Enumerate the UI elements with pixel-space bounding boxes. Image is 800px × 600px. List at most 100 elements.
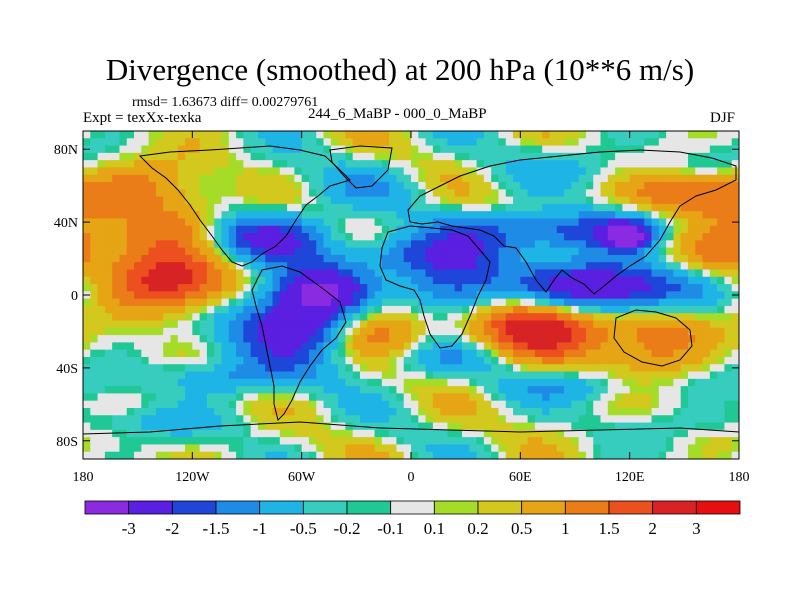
heatmap-cell [301, 145, 310, 154]
heatmap-cell [600, 203, 609, 212]
heatmap-cell [177, 356, 186, 365]
heatmap-cell [316, 305, 325, 314]
heatmap-cell [134, 305, 142, 314]
heatmap-cell [724, 313, 733, 322]
heatmap-cell [418, 254, 427, 263]
heatmap-cell [469, 145, 478, 154]
heatmap-cell [651, 356, 660, 365]
heatmap-cell [236, 196, 244, 205]
heatmap-cell [578, 276, 587, 285]
heatmap-cell [658, 240, 667, 249]
heatmap-cell [338, 313, 346, 322]
heatmap-cell [498, 167, 507, 176]
heatmap-cell [549, 131, 558, 139]
heatmap-cell [695, 335, 704, 343]
heatmap-cell [126, 196, 135, 205]
heatmap-cell [90, 407, 99, 416]
heatmap-cell [90, 233, 99, 241]
heatmap-cell [425, 298, 434, 307]
heatmap-cell [381, 415, 390, 424]
heatmap-cell [717, 182, 726, 190]
heatmap-cell [498, 247, 507, 256]
heatmap-cell [214, 371, 223, 380]
heatmap-cell [593, 269, 602, 278]
heatmap-cell [600, 393, 609, 402]
heatmap-cell [483, 138, 492, 147]
heatmap-cell [556, 349, 565, 358]
heatmap-cell [447, 298, 456, 307]
heatmap-cell [250, 335, 259, 343]
heatmap-cell [199, 393, 208, 402]
heatmap-cell [564, 269, 572, 278]
heatmap-cell [323, 415, 332, 424]
heatmap-cell [607, 400, 616, 409]
heatmap-cell [462, 400, 470, 409]
heatmap-cell [505, 415, 514, 424]
heatmap-cell [257, 182, 266, 190]
heatmap-cell [717, 233, 726, 241]
heatmap-cell [556, 444, 565, 453]
heatmap-cell [294, 386, 303, 394]
heatmap-cell [345, 160, 354, 169]
heatmap-cell [644, 145, 653, 154]
heatmap-cell [97, 422, 106, 431]
heatmap-cell [636, 247, 645, 256]
heatmap-cell [564, 437, 572, 446]
heatmap-cell [308, 203, 317, 212]
heatmap-cell [287, 415, 295, 424]
heatmap-cell [520, 422, 529, 431]
heatmap-cell [527, 364, 536, 373]
heatmap-cell [330, 262, 339, 271]
heatmap-cell [214, 218, 223, 227]
heatmap-cell [126, 284, 135, 292]
heatmap-cell [206, 342, 215, 351]
heatmap-cell [236, 378, 244, 387]
heatmap-cell [636, 422, 645, 431]
heatmap-cell [185, 284, 193, 292]
heatmap-cell [447, 415, 456, 424]
heatmap-cell [491, 152, 500, 161]
heatmap-cell [622, 203, 631, 212]
heatmap-cell [527, 269, 536, 278]
heatmap-cell [301, 327, 310, 336]
heatmap-cell [199, 182, 208, 190]
heatmap-cell [112, 247, 121, 256]
heatmap-cell [359, 196, 368, 205]
heatmap-cell [243, 371, 252, 380]
heatmap-cell [192, 131, 201, 139]
heatmap-cell [243, 174, 252, 183]
heatmap-cell [250, 342, 259, 351]
heatmap-cell [396, 291, 405, 300]
heatmap-cell [695, 247, 704, 256]
x-tick-label: 120W [175, 470, 210, 485]
heatmap-cell [724, 415, 733, 424]
heatmap-cell [615, 327, 623, 336]
heatmap-cell [148, 262, 157, 271]
heatmap-cell [257, 269, 266, 278]
heatmap-cell [432, 298, 441, 307]
heatmap-cell [396, 182, 405, 190]
heatmap-cell [265, 386, 274, 394]
heatmap-cell [396, 167, 405, 176]
heatmap-cell [192, 327, 201, 336]
heatmap-cell [221, 152, 230, 161]
heatmap-cell [462, 305, 470, 314]
heatmap-cell [381, 313, 390, 322]
heatmap-cell [403, 356, 412, 365]
heatmap-cell [323, 422, 332, 431]
heatmap-cell [454, 437, 463, 446]
heatmap-cell [148, 356, 157, 365]
heatmap-cell [396, 160, 405, 169]
heatmap-cell [411, 444, 419, 453]
heatmap-cell [83, 386, 91, 394]
heatmap-cell [374, 131, 383, 139]
season-label: DJF [710, 110, 736, 126]
heatmap-cell [476, 138, 485, 147]
heatmap-cell [250, 138, 259, 147]
heatmap-cell [104, 247, 113, 256]
heatmap-cell [90, 247, 99, 256]
heatmap-cell [534, 429, 543, 438]
heatmap-cell [636, 400, 645, 409]
heatmap-cell [432, 152, 441, 161]
heatmap-cell [330, 218, 339, 227]
